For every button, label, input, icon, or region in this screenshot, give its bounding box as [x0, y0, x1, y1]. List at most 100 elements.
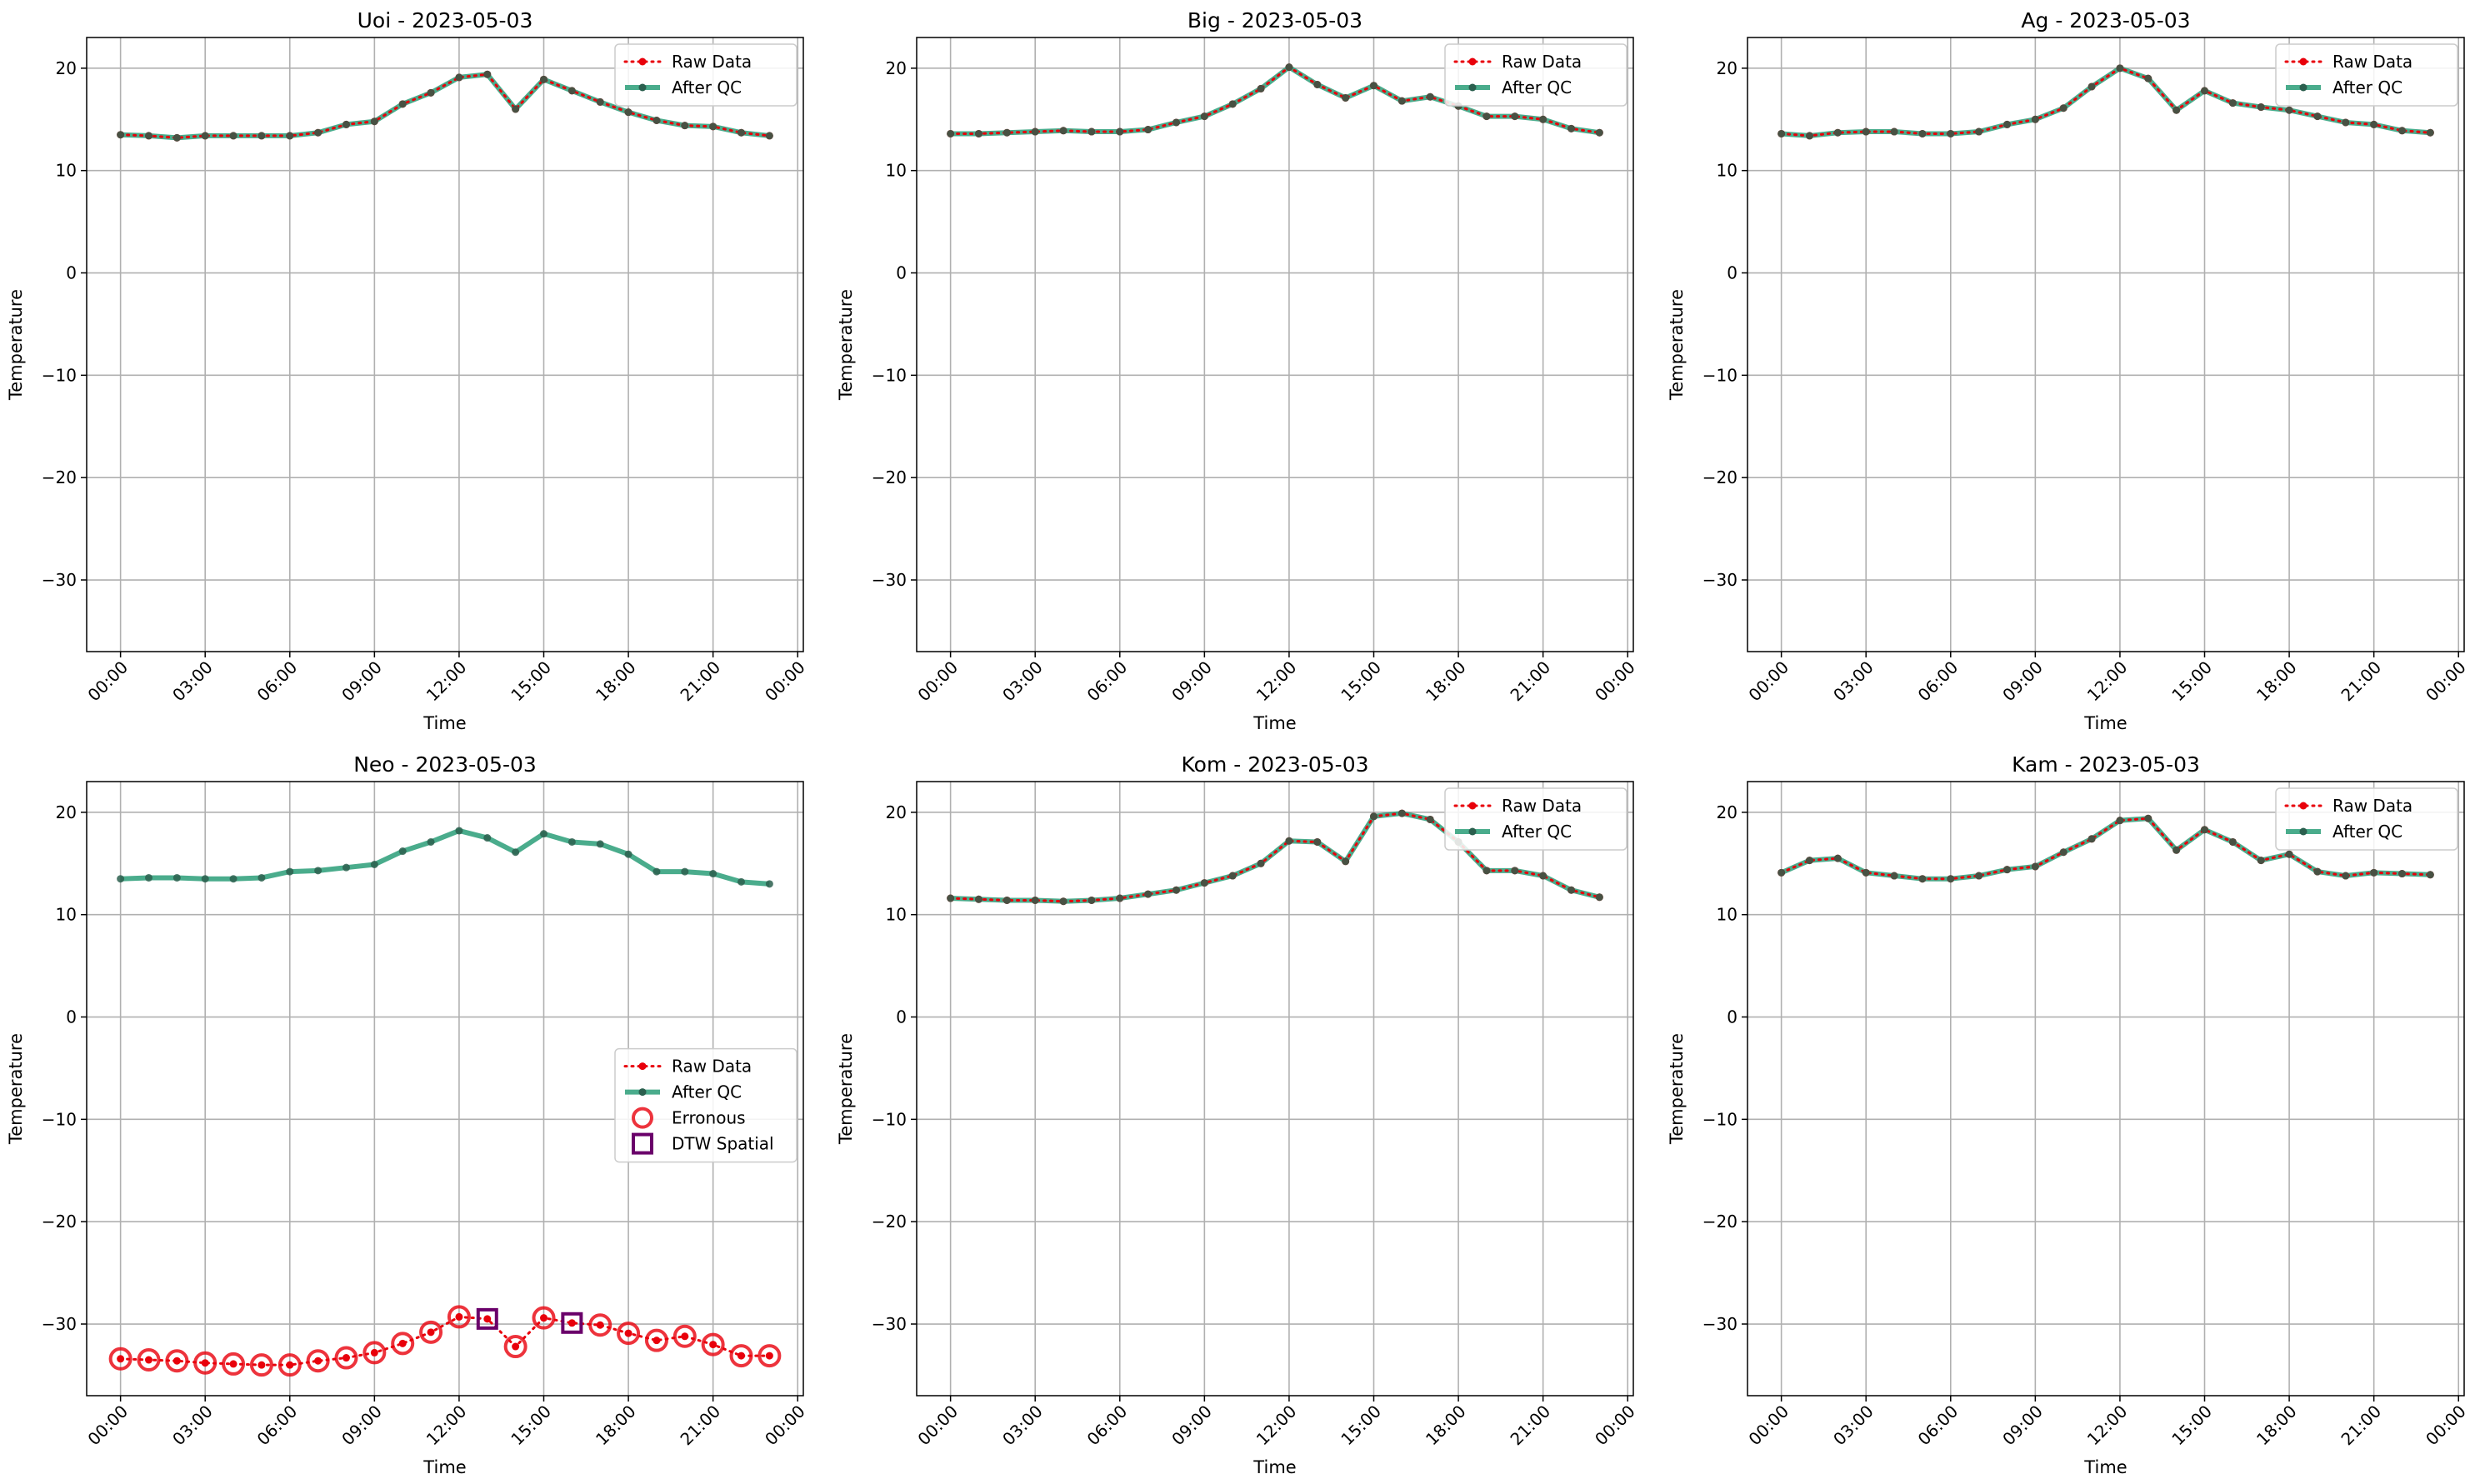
after-qc-point [947, 130, 954, 137]
raw-data-point [173, 1357, 181, 1365]
after-qc-point [1539, 116, 1547, 123]
after-qc-line [121, 831, 770, 884]
after-qc-point [1398, 97, 1406, 105]
x-tick-label: 09:00 [338, 1402, 386, 1450]
y-axis-label: Temperature [1667, 1033, 1687, 1145]
legend-label: After QC [672, 77, 742, 97]
x-tick-label: 15:00 [1337, 657, 1385, 706]
after-qc-point [512, 848, 519, 856]
y-tick-label: 20 [1717, 802, 1738, 822]
after-qc-point [2427, 129, 2434, 137]
after-qc-point [1172, 118, 1180, 126]
after-qc-point [2144, 815, 2152, 822]
after-qc-point [2286, 851, 2293, 858]
after-qc-point [2370, 869, 2378, 877]
after-qc-point [1032, 897, 1039, 904]
x-tick-label: 06:00 [1914, 657, 1962, 706]
y-tick-label: 0 [1727, 1007, 1738, 1027]
after-qc-point [568, 87, 576, 94]
after-qc-point [2313, 868, 2321, 876]
x-tick-label: 12:00 [1252, 657, 1301, 706]
raw-data-point [230, 1360, 238, 1367]
after-qc-point [625, 851, 632, 858]
after-qc-point [1229, 872, 1237, 880]
raw-data-point [709, 1341, 717, 1348]
legend-label: After QC [2332, 77, 2402, 97]
legend-label: Raw Data [1502, 52, 1582, 72]
chart-panel-0: Uoi - 2023-05-03−30−20−100102000:00 03:00… [6, 8, 809, 733]
raw-data-point [652, 1337, 660, 1344]
after-qc-point [1313, 838, 1321, 846]
after-qc-point [1060, 127, 1068, 134]
after-qc-point [1427, 93, 1434, 101]
y-tick-label: −10 [42, 365, 77, 385]
after-qc-point [399, 100, 407, 107]
after-qc-point [652, 868, 660, 876]
x-tick-label: 12:00 [422, 1402, 471, 1450]
y-tick-label: −10 [872, 1109, 907, 1129]
raw-data-point [568, 1319, 576, 1327]
after-qc-point [1088, 128, 1095, 136]
x-tick-label: 21:00 [676, 1402, 724, 1450]
raw-data-point [512, 1343, 519, 1351]
x-tick-label: 18:00 [1422, 1402, 1470, 1450]
after-qc-point [1834, 129, 1842, 137]
x-tick-label: 15:00 [2168, 1402, 2216, 1450]
after-qc-point [1482, 112, 1490, 120]
after-qc-point [2342, 872, 2349, 880]
after-qc-point [1370, 82, 1378, 89]
after-qc-point [258, 132, 265, 139]
x-tick-label: 03:00 [168, 1402, 217, 1450]
after-qc-point [738, 129, 745, 137]
after-qc-point [1172, 887, 1180, 894]
legend-after-qc-marker [2300, 84, 2308, 92]
after-qc-point [1918, 130, 1926, 137]
after-qc-point [2172, 847, 2180, 854]
after-qc-point [738, 878, 745, 886]
after-qc-point [2172, 107, 2180, 114]
after-qc-point [1568, 125, 1575, 132]
axes-frame [87, 37, 803, 652]
after-qc-point [2229, 99, 2237, 107]
x-tick-label: 21:00 [676, 657, 724, 706]
chart-panel-2: Ag - 2023-05-03−30−20−100102000:00 03:00 0… [1667, 8, 2470, 733]
x-tick-label: 18:00 [592, 657, 640, 706]
after-qc-point [2229, 838, 2237, 846]
after-qc-point [947, 895, 954, 902]
x-axis-label: Time [422, 1457, 466, 1477]
y-tick-label: −20 [1702, 1212, 1738, 1232]
after-qc-point [2286, 107, 2293, 114]
legend-after-qc-marker [2300, 828, 2308, 836]
legend-raw-marker [2300, 58, 2308, 66]
after-qc-point [1596, 129, 1603, 137]
chart-panel-4: Kom - 2023-05-03−30−20−100102000:00 03:00… [836, 752, 1639, 1477]
y-tick-label: 0 [896, 263, 907, 283]
after-qc-point [1778, 130, 1785, 137]
after-qc-point [258, 874, 265, 882]
legend-after-qc-marker [639, 1088, 647, 1096]
legend-after-qc-marker [639, 84, 647, 92]
y-tick-label: 10 [1717, 905, 1738, 925]
legend-raw-marker [639, 58, 647, 66]
after-qc-point [1891, 128, 1898, 136]
after-qc-point [1806, 857, 1813, 864]
legend-raw-marker [1469, 802, 1477, 810]
after-qc-point [1975, 128, 1982, 136]
y-tick-label: −30 [42, 1314, 77, 1334]
after-qc-point [2398, 870, 2406, 877]
raw-data-point [766, 1352, 773, 1360]
after-qc-point [428, 89, 435, 97]
x-tick-label: 12:00 [1252, 1402, 1301, 1450]
after-qc-point [117, 875, 124, 882]
y-axis-label: Temperature [836, 289, 856, 401]
y-tick-label: −20 [872, 1212, 907, 1232]
after-qc-point [1003, 129, 1011, 137]
x-tick-label: 09:00 [1168, 1402, 1216, 1450]
after-qc-point [371, 117, 378, 125]
x-tick-label: 00:00 [1591, 657, 1639, 706]
after-qc-point [1482, 867, 1490, 874]
x-tick-label: 12:00 [2083, 1402, 2132, 1450]
after-qc-point [652, 117, 660, 124]
after-qc-point [428, 838, 435, 846]
y-axis-label: Temperature [1667, 289, 1687, 401]
